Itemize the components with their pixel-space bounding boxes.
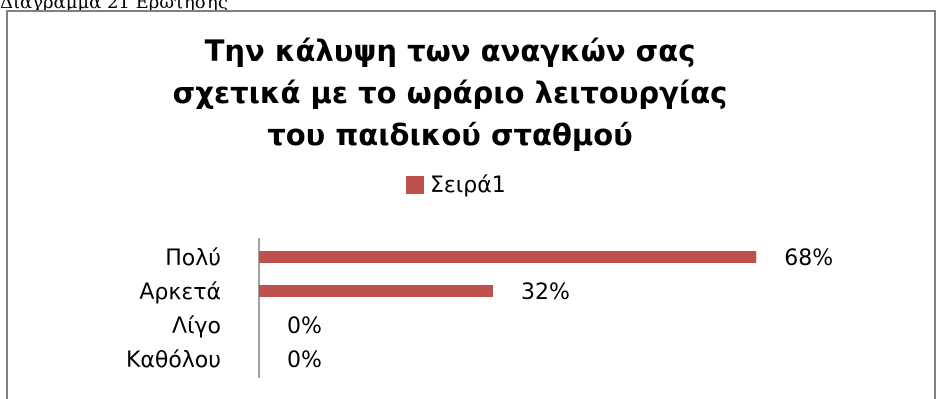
data-label: 68% (784, 246, 833, 271)
chart-legend: Σειρά1 (406, 170, 506, 200)
data-label: 0% (287, 314, 322, 339)
category-label: Λίγο (172, 314, 221, 339)
category-label: Αρκετά (139, 280, 221, 305)
legend-label: Σειρά1 (430, 172, 506, 198)
category-label: Καθόλου (126, 348, 221, 373)
data-label: 0% (287, 348, 322, 373)
chart-title-line-2: σχετικά με το ωράριο λειτουργίας (172, 76, 728, 110)
bar (259, 251, 757, 263)
category-label: Πολύ (165, 246, 221, 271)
chart-title: Την κάλυψη των αναγκών σας σχετικά με το… (100, 30, 800, 156)
legend-swatch (406, 176, 424, 194)
chart-title-line-3: του παιδικού σταθμού (267, 118, 633, 152)
chart-frame (6, 10, 936, 399)
bar (259, 285, 493, 297)
figure-caption: Διάγραμμα 21 Ερώτησης (0, 0, 228, 13)
chart-title-line-1: Την κάλυψη των αναγκών σας (204, 34, 696, 68)
data-label: 32% (521, 280, 570, 305)
